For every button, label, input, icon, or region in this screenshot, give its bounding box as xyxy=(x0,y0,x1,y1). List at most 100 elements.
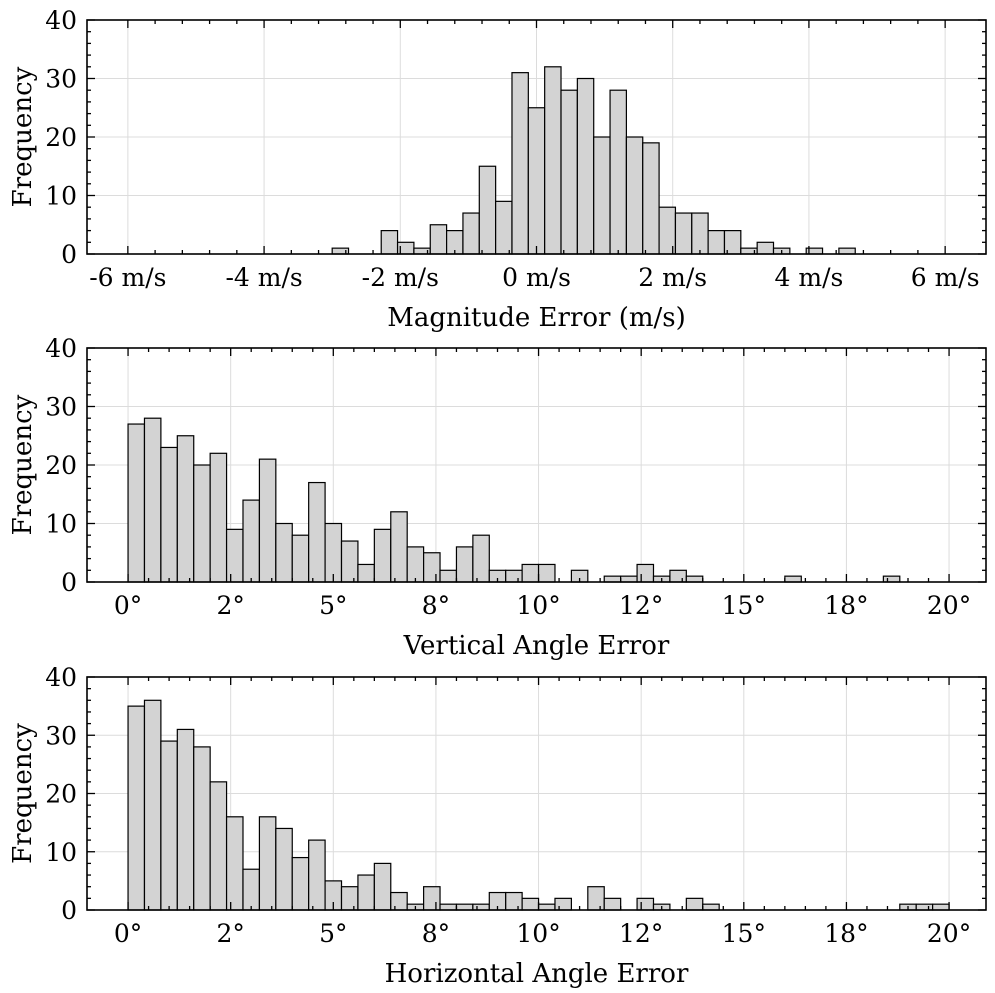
vertical-angle-error-xtick-label: 10° xyxy=(516,591,560,620)
horizontal-angle-error-bar xyxy=(160,740,178,911)
horizontal-angle-error-bar xyxy=(242,868,261,911)
horizontal-angle-error-bar xyxy=(603,897,622,911)
magnitude-error-xtick-label: 6 m/s xyxy=(911,263,980,292)
horizontal-angle-error-bar xyxy=(176,728,195,911)
horizontal-angle-error-xtick-label: 18° xyxy=(824,919,868,948)
magnitude-error-xlabel: Magnitude Error (m/s) xyxy=(387,303,686,333)
horizontal-angle-error-bar xyxy=(423,886,441,911)
magnitude-error-xtick-label: 4 m/s xyxy=(775,263,844,292)
horizontal-angle-error-bar xyxy=(193,746,211,911)
magnitude-error-ytick-label: 0 xyxy=(61,240,77,269)
horizontal-angle-error-bar xyxy=(554,897,572,911)
vertical-angle-error-bar xyxy=(160,446,178,583)
vertical-angle-error-xtick-label: 18° xyxy=(824,591,868,620)
magnitude-error-bar xyxy=(560,89,578,255)
vertical-angle-error-ytick-label: 0 xyxy=(61,568,77,597)
vertical-angle-error-ytick-label: 40 xyxy=(45,334,77,363)
horizontal-angle-error-bar xyxy=(258,816,277,911)
horizontal-angle-error-bar xyxy=(373,862,392,911)
horizontal-angle-error-bar xyxy=(390,891,408,911)
horizontal-angle-error-bar xyxy=(127,705,146,911)
horizontal-angle-error-bar xyxy=(932,903,950,911)
magnitude-error-ytick-label: 10 xyxy=(45,182,77,211)
vertical-angle-error-xtick-label: 15° xyxy=(722,591,766,620)
horizontal-angle-error-bar xyxy=(209,781,228,911)
horizontal-angle-error-ylabel: Frequency xyxy=(8,723,38,864)
vertical-angle-error-bar xyxy=(176,435,195,583)
magnitude-error-bar xyxy=(642,142,660,255)
horizontal-angle-error-bar xyxy=(915,903,934,911)
vertical-angle-error-bar xyxy=(423,552,441,583)
horizontal-angle-error-xtick-label: 5° xyxy=(319,919,347,948)
horizontal-angle-error-bar xyxy=(275,827,293,911)
horizontal-angle-error-bar xyxy=(472,903,490,911)
horizontal-angle-error-bar xyxy=(587,886,605,911)
vertical-angle-error-bar xyxy=(505,569,523,583)
vertical-angle-error-ytick-label: 30 xyxy=(45,393,77,422)
horizontal-angle-error-bar xyxy=(455,903,474,911)
horizontal-angle-error-bar xyxy=(308,839,326,911)
magnitude-error-bar xyxy=(527,107,546,255)
horizontal-angle-error-xtick-label: 2° xyxy=(216,919,244,948)
vertical-angle-error-xlabel: Vertical Angle Error xyxy=(403,631,670,661)
magnitude-error-bar xyxy=(576,77,595,255)
magnitude-error-bar xyxy=(838,247,856,255)
vertical-angle-error-bar xyxy=(521,563,540,583)
vertical-angle-error-xtick-label: 8° xyxy=(422,591,450,620)
horizontal-angle-error-bar xyxy=(225,816,244,911)
horizontal-angle-error-xtick-label: 15° xyxy=(722,919,766,948)
horizontal-angle-error-xtick-label: 20° xyxy=(927,919,971,948)
magnitude-error-xtick-label: -2 m/s xyxy=(362,263,439,292)
vertical-angle-error-xtick-label: 5° xyxy=(319,591,347,620)
vertical-angle-error-bar xyxy=(308,481,326,583)
horizontal-angle-error-bar xyxy=(143,699,162,911)
magnitude-error-ytick-label: 30 xyxy=(45,65,77,94)
horizontal-angle-error-bar xyxy=(685,897,704,911)
vertical-angle-error-bar xyxy=(455,546,474,583)
horizontal-angle-error-bar xyxy=(357,874,375,911)
horizontal-angle-error-xtick-label: 0° xyxy=(114,919,142,948)
magnitude-error-ytick-label: 40 xyxy=(45,6,77,35)
magnitude-error-bar xyxy=(756,241,775,255)
vertical-angle-error-bar xyxy=(882,575,901,583)
vertical-angle-error-bar xyxy=(225,528,244,583)
magnitude-error-bar xyxy=(544,66,562,255)
vertical-angle-error-bar xyxy=(685,575,704,583)
vertical-angle-error-bar xyxy=(439,569,458,583)
horizontal-angle-error-xtick-label: 10° xyxy=(516,919,560,948)
vertical-angle-error-histogram: 0 10 20 30 40 0° 2° 5° 8° 10° 12° 15° 18° 20° Vertical… xyxy=(8,334,987,661)
vertical-angle-error-xtick-label: 0° xyxy=(114,591,142,620)
horizontal-angle-error-ytick-label: 20 xyxy=(45,780,77,809)
vertical-angle-error-bar xyxy=(390,511,408,583)
vertical-angle-error-bar xyxy=(472,534,490,583)
magnitude-error-bar xyxy=(511,72,529,255)
horizontal-angle-error-bar xyxy=(340,886,359,911)
vertical-angle-error-bar xyxy=(258,458,277,583)
horizontal-angle-error-ytick-label: 40 xyxy=(45,663,77,692)
horizontal-angle-error-bar xyxy=(505,891,523,911)
magnitude-error-bar xyxy=(593,136,611,255)
horizontal-angle-error-bar xyxy=(537,903,556,911)
vertical-angle-error-bar xyxy=(669,569,687,583)
vertical-angle-error-bar xyxy=(209,452,228,583)
horizontal-angle-error-bar xyxy=(636,897,655,911)
vertical-angle-error-ytick-label: 20 xyxy=(45,451,77,480)
magnitude-error-bar xyxy=(478,165,497,255)
vertical-angle-error-bar xyxy=(406,546,425,583)
magnitude-error-xtick-label: -6 m/s xyxy=(89,263,166,292)
magnitude-error-bar xyxy=(495,200,513,255)
vertical-angle-error-bar xyxy=(291,534,310,583)
vertical-angle-error-ytick-label: 10 xyxy=(45,510,77,539)
vertical-angle-error-xtick-label: 2° xyxy=(216,591,244,620)
vertical-angle-error-bar xyxy=(242,499,261,583)
magnitude-error-bar xyxy=(380,230,399,255)
horizontal-angle-error-bar xyxy=(521,897,540,911)
magnitude-error-histogram: 0 10 20 30 40 -6 m/s -4 m/s -2 m/s 0 m/s 2 m/s 4 m… xyxy=(8,6,987,333)
vertical-angle-error-bar xyxy=(340,540,359,583)
horizontal-angle-error-ytick-label: 10 xyxy=(45,838,77,867)
vertical-angle-error-bar xyxy=(636,563,655,583)
vertical-angle-error-bar xyxy=(357,563,375,583)
vertical-angle-error-bar xyxy=(620,575,638,583)
magnitude-error-bar xyxy=(625,136,644,255)
